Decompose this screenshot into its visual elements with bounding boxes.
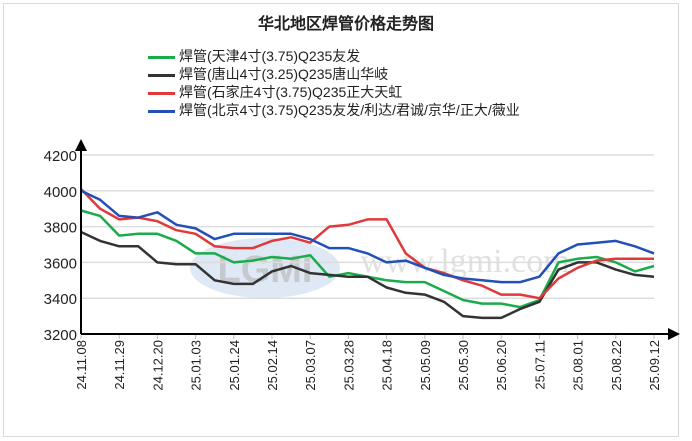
x-tick-label: 25.08.01 [571, 340, 586, 391]
x-tick-label: 25.05.30 [456, 340, 471, 391]
x-tick-label: 25.05.09 [418, 340, 433, 391]
x-tick-label: 24.11.08 [74, 340, 89, 390]
legend-item: 焊管(石家庄4寸(3.75)Q235正大天虹 [148, 83, 402, 101]
legend-swatch-icon [148, 91, 175, 95]
legend-label: 焊管(天津4寸(3.75)Q235友发 [179, 48, 361, 64]
legend-label: 焊管(北京4寸(3.75)Q235友发/利达/君诚/京华/正大/薇业 [179, 102, 520, 118]
x-tick-label: 25.09.12 [647, 340, 662, 391]
legend-label: 焊管(石家庄4寸(3.75)Q235正大天虹 [179, 84, 403, 100]
x-tick-label: 25.07.11 [532, 340, 547, 390]
legend-item: 焊管(北京4寸(3.75)Q235友发/利达/君诚/京华/正大/薇业 [148, 101, 520, 119]
y-tick-label: 3800 [44, 220, 77, 237]
x-tick-label: 25.08.22 [609, 340, 624, 391]
x-tick-label: 25.06.20 [494, 340, 509, 391]
legend-label: 焊管(唐山4寸(3.25)Q235唐山华岐 [179, 66, 389, 82]
y-axis-arrow-icon [75, 139, 87, 151]
x-tick-label: 25.01.03 [189, 340, 204, 391]
x-axis-arrow-icon [668, 328, 680, 340]
legend-item: 焊管(唐山4寸(3.25)Q235唐山华岐 [148, 65, 388, 83]
chart-title: 华北地区焊管价格走势图 [257, 16, 434, 33]
x-tick-label: 24.11.29 [112, 340, 127, 390]
legend-swatch-icon [148, 109, 175, 113]
legend-swatch-icon [148, 73, 175, 77]
y-tick-label: 4200 [44, 148, 77, 165]
y-tick-label: 3600 [44, 255, 77, 272]
x-tick-label: 25.02.14 [265, 340, 280, 391]
y-tick-label: 4000 [44, 184, 77, 201]
x-tick-label: 25.03.07 [303, 340, 318, 391]
series-line-1 [80, 230, 655, 320]
legend-swatch-icon [148, 55, 175, 59]
series-line-2 [80, 188, 654, 300]
series-line-3 [80, 189, 655, 284]
x-tick-label: 24.12.20 [150, 340, 165, 391]
x-tick-label: 25.03.28 [341, 340, 356, 391]
y-tick-label: 3200 [44, 327, 77, 344]
chart-frame [3, 3, 679, 437]
x-tick-label: 25.04.18 [380, 340, 395, 391]
legend-item: 焊管(天津4寸(3.75)Q235友发 [148, 47, 360, 65]
x-tick-label: 25.01.24 [227, 340, 242, 391]
y-tick-label: 3400 [44, 291, 77, 308]
